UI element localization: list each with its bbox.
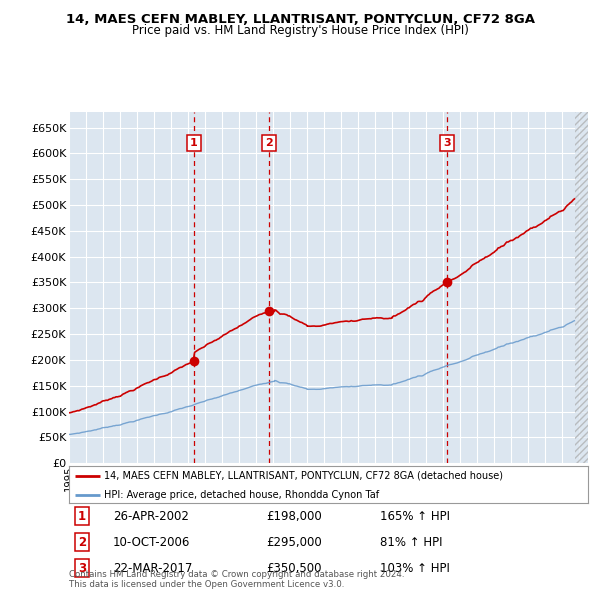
Text: 3: 3 xyxy=(78,562,86,575)
Text: 103% ↑ HPI: 103% ↑ HPI xyxy=(380,562,450,575)
Text: HPI: Average price, detached house, Rhondda Cynon Taf: HPI: Average price, detached house, Rhon… xyxy=(104,490,379,500)
Text: 10-OCT-2006: 10-OCT-2006 xyxy=(113,536,190,549)
Text: 3: 3 xyxy=(443,138,451,148)
Text: 1: 1 xyxy=(190,138,197,148)
Text: £350,500: £350,500 xyxy=(266,562,322,575)
Text: 14, MAES CEFN MABLEY, LLANTRISANT, PONTYCLUN, CF72 8GA: 14, MAES CEFN MABLEY, LLANTRISANT, PONTY… xyxy=(65,13,535,26)
Text: Price paid vs. HM Land Registry's House Price Index (HPI): Price paid vs. HM Land Registry's House … xyxy=(131,24,469,37)
Text: 81% ↑ HPI: 81% ↑ HPI xyxy=(380,536,443,549)
Text: 2: 2 xyxy=(266,138,274,148)
Bar xyxy=(575,112,596,463)
Text: £295,000: £295,000 xyxy=(266,536,322,549)
Text: 165% ↑ HPI: 165% ↑ HPI xyxy=(380,510,451,523)
Text: 22-MAR-2017: 22-MAR-2017 xyxy=(113,562,193,575)
Text: Contains HM Land Registry data © Crown copyright and database right 2024.
This d: Contains HM Land Registry data © Crown c… xyxy=(69,570,404,589)
Text: 2: 2 xyxy=(78,536,86,549)
Text: 1: 1 xyxy=(78,510,86,523)
Text: 14, MAES CEFN MABLEY, LLANTRISANT, PONTYCLUN, CF72 8GA (detached house): 14, MAES CEFN MABLEY, LLANTRISANT, PONTY… xyxy=(104,471,503,481)
Text: 26-APR-2002: 26-APR-2002 xyxy=(113,510,189,523)
Text: £198,000: £198,000 xyxy=(266,510,322,523)
